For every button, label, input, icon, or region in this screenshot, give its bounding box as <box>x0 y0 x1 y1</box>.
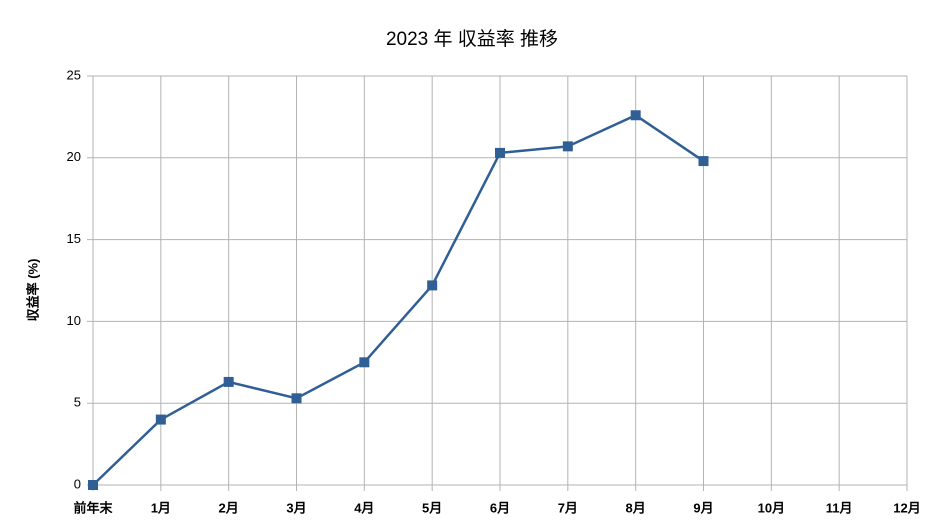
data-point <box>495 147 505 158</box>
x-tick-label: 7月 <box>558 500 578 515</box>
x-tick-label: 8月 <box>626 500 646 515</box>
x-tick-label: 10月 <box>758 500 785 515</box>
x-tick-label: 9月 <box>693 500 713 515</box>
x-tick-label: 前年末 <box>73 500 113 515</box>
data-line <box>92 114 705 486</box>
y-tick-label: 10 <box>67 313 81 328</box>
x-tick-label: 5月 <box>422 500 442 515</box>
data-point <box>698 156 709 167</box>
x-tick-label: 1月 <box>151 500 171 515</box>
data-point <box>359 357 370 368</box>
y-tick-label: 20 <box>67 149 81 164</box>
data-point <box>291 393 302 404</box>
x-tick-label: 3月 <box>286 500 306 515</box>
x-tick-label: 4月 <box>354 500 374 515</box>
x-tick-label: 11月 <box>826 500 853 515</box>
data-point <box>562 141 573 152</box>
data-point <box>88 480 98 490</box>
x-tick-label: 2月 <box>219 500 239 515</box>
y-axis-label: 収益率 (%) <box>25 259 40 322</box>
data-point <box>155 414 166 425</box>
y-tick-label: 15 <box>67 231 81 246</box>
chart-title: 2023 年 収益率 推移 <box>386 28 558 50</box>
x-tick-label: 6月 <box>490 500 510 515</box>
data-point <box>630 110 641 121</box>
y-tick-label: 5 <box>74 395 81 410</box>
data-point <box>223 376 234 387</box>
data-point <box>427 280 438 291</box>
y-tick-label: 25 <box>67 67 81 82</box>
y-tick-label: 0 <box>74 476 81 491</box>
x-tick-label: 12月 <box>893 500 920 515</box>
